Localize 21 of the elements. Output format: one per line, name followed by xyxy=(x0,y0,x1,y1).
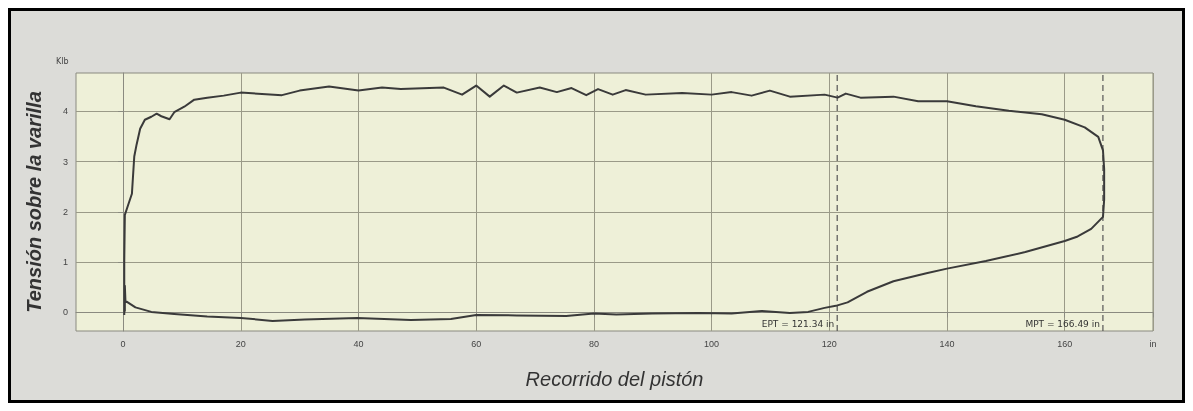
y-tick-label: 0 xyxy=(62,307,68,318)
y-tick-label: 1 xyxy=(62,257,68,268)
x-axis-title: Recorrido del pistón xyxy=(525,368,704,390)
x-tick-label: 160 xyxy=(1057,338,1073,349)
text: Klb xyxy=(56,56,69,66)
x-tick-label: 80 xyxy=(588,338,599,349)
ref-line-label: EPT = 121.34 in xyxy=(761,318,835,329)
x-tick-label: 120 xyxy=(821,338,837,349)
x-tick-label: 20 xyxy=(235,338,246,349)
x-tick-label: 0 xyxy=(120,338,126,349)
y-tick-label: 2 xyxy=(62,206,68,217)
line-series xyxy=(123,84,1106,322)
y-axis-title: Tensión sobre la varilla xyxy=(23,91,45,313)
x-tick-label: in xyxy=(1149,338,1157,349)
y-tick-label: 4 xyxy=(62,106,68,117)
x-tick-label: 100 xyxy=(704,338,720,349)
y-tick-label: 3 xyxy=(62,156,68,167)
x-tick-label: 140 xyxy=(939,338,955,349)
ref-line-label: MPT = 166.49 in xyxy=(1025,318,1100,329)
x-tick-label: 60 xyxy=(471,338,482,349)
x-tick-label: 40 xyxy=(353,338,364,349)
